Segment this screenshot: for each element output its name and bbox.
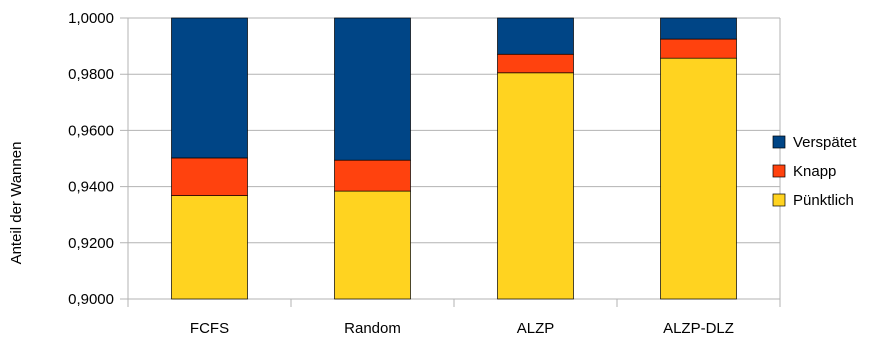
bar-knapp-random: [334, 159, 411, 192]
bar-p-nktlich-fcfs: [171, 195, 248, 300]
bar-versp-tet-alzp-dlz: [660, 17, 737, 40]
legend-swatch: [772, 164, 786, 178]
bar-p-nktlich-random: [334, 190, 411, 300]
axes: [127, 18, 781, 307]
y-tick-label: 0,9600: [68, 122, 114, 139]
legend-swatch: [772, 135, 786, 149]
bar-versp-tet-fcfs: [171, 17, 248, 159]
legend-label: Pünktlich: [793, 192, 854, 209]
y-tick-label: 0,9000: [68, 291, 114, 308]
y-tick-label: 0,9400: [68, 179, 114, 196]
y-tick-label: 0,9200: [68, 235, 114, 252]
legend-label: Verspätet: [793, 134, 857, 151]
bar-p-nktlich-alzp: [497, 72, 574, 300]
bar-versp-tet-random: [334, 17, 411, 161]
legend-item: Knapp: [772, 163, 836, 180]
x-tick-label: Random: [344, 320, 401, 337]
x-tick-labels: FCFS Random ALZP ALZP-DLZ: [190, 320, 734, 337]
y-axis-label: Anteil der Wannen: [8, 142, 25, 265]
bars: [171, 17, 737, 300]
legend: Verspätet Knapp Pünktlich: [772, 134, 857, 209]
legend-item: Pünktlich: [772, 192, 854, 209]
bar-knapp-alzp: [497, 53, 574, 74]
legend-item: Verspätet: [772, 134, 857, 151]
x-tick-label: ALZP: [517, 320, 555, 337]
bar-knapp-alzp-dlz: [660, 38, 737, 59]
y-tick-labels: 0,9000 0,9200 0,9400 0,9600 0,9800 1,0000: [68, 10, 114, 308]
bar-p-nktlich-alzp-dlz: [660, 57, 737, 300]
bar-knapp-fcfs: [171, 157, 248, 196]
legend-label: Knapp: [793, 163, 836, 180]
x-tick-label: FCFS: [190, 320, 229, 337]
bar-versp-tet-alzp: [497, 17, 574, 55]
legend-swatch: [772, 193, 786, 207]
y-tick-label: 1,0000: [68, 10, 114, 27]
x-tick-label: ALZP-DLZ: [663, 320, 734, 337]
y-tick-label: 0,9800: [68, 66, 114, 83]
